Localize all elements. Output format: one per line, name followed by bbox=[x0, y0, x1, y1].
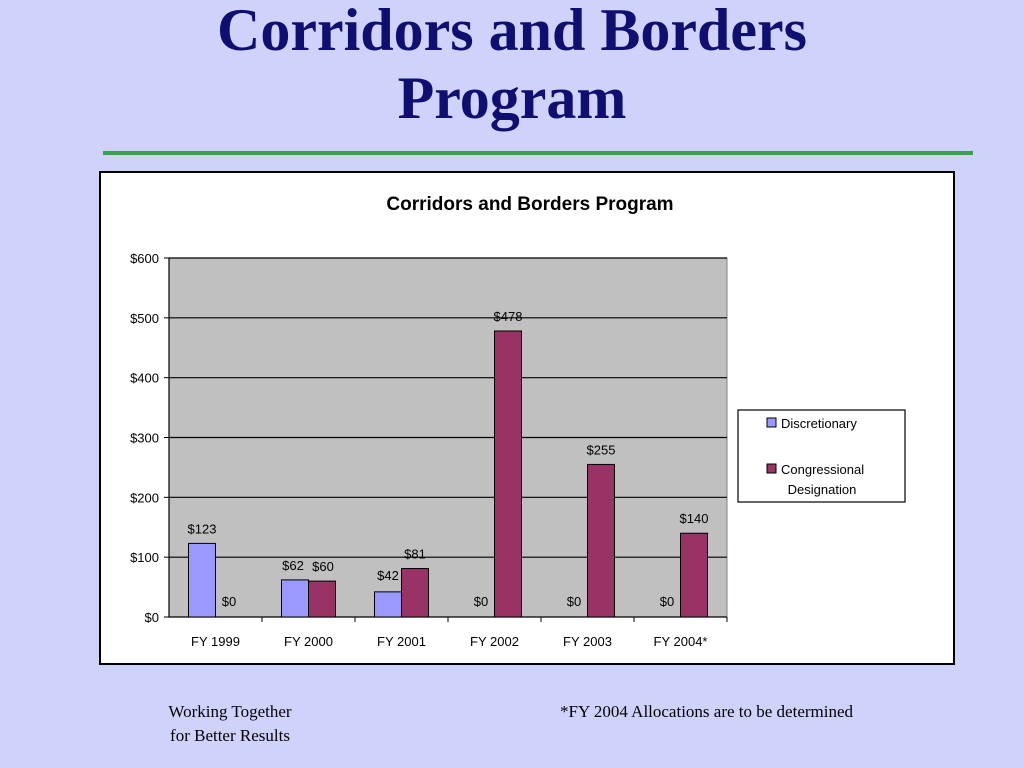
bar-chart: Corridors and Borders Program $0 $100 $200 $… bbox=[130, 194, 906, 649]
data-label: $123 bbox=[188, 521, 217, 536]
footer-slogan-line-1: Working Together bbox=[168, 702, 292, 721]
title-divider bbox=[103, 151, 973, 155]
y-tick-label: $400 bbox=[130, 371, 159, 386]
chart-frame: Corridors and Borders Program $0 $100 $200 $… bbox=[99, 171, 955, 665]
legend-swatch-discretionary bbox=[766, 417, 777, 428]
x-tick-label: FY 2000 bbox=[284, 634, 333, 649]
data-label: $62 bbox=[282, 558, 304, 573]
bar-discretionary bbox=[374, 591, 402, 618]
legend-box bbox=[737, 409, 906, 503]
bar-congressional bbox=[494, 330, 522, 618]
data-label: $140 bbox=[680, 511, 709, 526]
data-label: $0 bbox=[660, 594, 674, 609]
x-tick-label: FY 2004* bbox=[654, 634, 708, 649]
data-label: $0 bbox=[474, 594, 488, 609]
bar-discretionary bbox=[188, 542, 216, 618]
y-tick-label: $500 bbox=[130, 311, 159, 326]
data-label: $255 bbox=[587, 442, 616, 457]
data-label: $42 bbox=[377, 568, 399, 583]
footer-note: *FY 2004 Allocations are to be determine… bbox=[560, 702, 854, 721]
data-label: $478 bbox=[494, 309, 523, 324]
y-tick-label: $0 bbox=[145, 610, 159, 625]
y-tick-label: $200 bbox=[130, 490, 159, 505]
slide-title-line-1: Corridors and Borders bbox=[217, 0, 807, 63]
bar-congressional bbox=[401, 568, 429, 618]
legend-label-discretionary: Discretionary bbox=[781, 416, 857, 431]
legend-swatch-congressional bbox=[766, 463, 777, 474]
data-label: $0 bbox=[222, 594, 236, 609]
x-tick-label: FY 2001 bbox=[377, 634, 426, 649]
slide-title-line-2: Program bbox=[397, 65, 627, 131]
data-label: $81 bbox=[404, 547, 426, 562]
bar-congressional bbox=[587, 463, 615, 618]
chart-title: Corridors and Borders Program bbox=[386, 194, 673, 215]
slide-title: Corridors and Borders Program bbox=[0, 0, 1024, 132]
footer-slogan-line-2: for Better Results bbox=[170, 726, 290, 745]
x-tick-label: FY 1999 bbox=[191, 634, 240, 649]
bar-discretionary bbox=[281, 579, 309, 618]
y-tick-label: $600 bbox=[130, 251, 159, 266]
x-tick-label: FY 2003 bbox=[563, 634, 612, 649]
legend-label-congressional-line-2: Designation bbox=[788, 482, 857, 497]
data-label: $0 bbox=[567, 594, 581, 609]
x-tick-label: FY 2002 bbox=[470, 634, 519, 649]
bar-congressional bbox=[680, 532, 708, 618]
footer-slogan: Working Together for Better Results bbox=[130, 700, 330, 748]
data-label: $60 bbox=[312, 559, 334, 574]
legend-label-congressional-line-1: Congressional bbox=[781, 462, 864, 477]
bar-congressional bbox=[308, 580, 336, 618]
y-tick-label: $300 bbox=[130, 431, 159, 446]
y-tick-label: $100 bbox=[130, 550, 159, 565]
